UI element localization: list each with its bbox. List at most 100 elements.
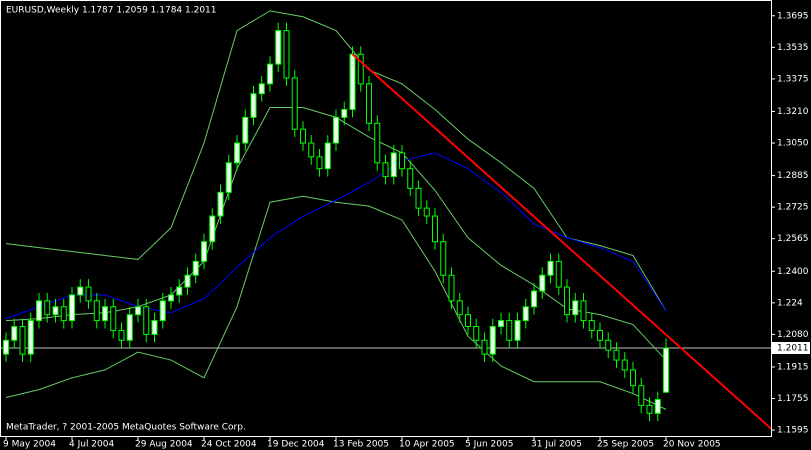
candle-body bbox=[514, 320, 521, 341]
candle-body bbox=[399, 152, 405, 170]
x-tick-label: 29 Aug 2004 bbox=[135, 440, 193, 450]
candle-body bbox=[366, 83, 372, 124]
candle-body bbox=[151, 320, 158, 335]
y-tick-label: 1.224 bbox=[777, 298, 803, 308]
x-tick-label: 25 Sep 2005 bbox=[597, 440, 654, 450]
candle-body bbox=[3, 339, 9, 355]
x-tick-label: 24 Oct 2004 bbox=[201, 440, 257, 450]
candle-body bbox=[440, 241, 447, 276]
x-tick-label: 9 May 2004 bbox=[3, 440, 56, 450]
candle-body bbox=[52, 306, 59, 316]
candle-body bbox=[539, 274, 546, 292]
candle-body bbox=[506, 320, 513, 341]
candle-body bbox=[654, 399, 661, 414]
candle-body bbox=[432, 215, 438, 243]
candle-body bbox=[225, 162, 232, 193]
current-price-box bbox=[772, 342, 810, 355]
candle-body bbox=[646, 404, 653, 414]
y-tick-label: 1.1595 bbox=[777, 426, 809, 436]
candle-body bbox=[473, 326, 480, 341]
candle-body bbox=[85, 286, 92, 302]
candle-body bbox=[192, 260, 199, 276]
candle-body bbox=[382, 162, 389, 178]
candle-body bbox=[308, 142, 315, 158]
candle-body bbox=[597, 329, 603, 341]
y-tick-label: 1.3535 bbox=[777, 43, 809, 53]
trendline bbox=[351, 53, 771, 430]
candle-body bbox=[572, 300, 579, 316]
candle-body bbox=[349, 53, 356, 110]
candle-body bbox=[143, 306, 150, 335]
candle-body bbox=[168, 294, 174, 302]
candle-body bbox=[613, 349, 620, 361]
candle-body bbox=[390, 152, 397, 178]
candle-body bbox=[242, 116, 249, 144]
x-tick-label: 31 Jul 2005 bbox=[531, 440, 582, 450]
candle-body bbox=[564, 286, 570, 316]
candle-body bbox=[316, 156, 323, 170]
y-tick-label: 1.2565 bbox=[777, 234, 809, 244]
current-price-label: 1.2011 bbox=[777, 344, 809, 354]
x-tick-label: 4 Jul 2004 bbox=[69, 440, 114, 450]
candle-body bbox=[209, 215, 216, 243]
candle-body bbox=[588, 320, 595, 331]
candle-body bbox=[333, 116, 339, 144]
candle-body bbox=[102, 306, 108, 322]
plot bbox=[1, 10, 771, 430]
candle-body bbox=[126, 314, 133, 341]
y-tick-label: 1.2885 bbox=[777, 171, 809, 181]
candle-body bbox=[423, 207, 430, 217]
plot-frame bbox=[0, 0, 772, 437]
candle-body bbox=[250, 93, 257, 118]
candle-body bbox=[456, 300, 463, 316]
candle-body bbox=[580, 300, 587, 322]
candle-body bbox=[300, 128, 306, 144]
indicator-line bbox=[5, 152, 667, 320]
candle-body bbox=[69, 294, 75, 322]
candle-body bbox=[118, 329, 125, 341]
x-tick-label: 10 Apr 2005 bbox=[399, 440, 455, 450]
candle-body bbox=[489, 326, 496, 355]
y-tick-label: 1.2080 bbox=[777, 330, 809, 340]
candle-body bbox=[36, 300, 42, 322]
candle-body bbox=[324, 142, 331, 170]
y-tick-label: 1.3050 bbox=[777, 139, 809, 149]
candle-body bbox=[638, 385, 645, 406]
candle-body bbox=[374, 122, 381, 164]
candle-body bbox=[217, 191, 224, 217]
y-tick-label: 1.3375 bbox=[777, 74, 809, 84]
y-tick-label: 1.3210 bbox=[777, 107, 809, 117]
candle-body bbox=[522, 306, 529, 322]
x-tick-label: 13 Feb 2005 bbox=[333, 440, 389, 450]
candle-body bbox=[201, 241, 207, 262]
candle-body bbox=[275, 30, 282, 65]
copyright: MetaTrader, ? 2001-2005 MetaQuotes Softw… bbox=[6, 423, 246, 433]
candle-body bbox=[407, 168, 414, 189]
y-tick-label: 1.3695 bbox=[777, 11, 809, 21]
candle-body bbox=[77, 286, 84, 296]
candle-body bbox=[44, 300, 51, 316]
candle-body bbox=[291, 77, 298, 130]
candle-body bbox=[605, 339, 612, 351]
x-tick-label: 20 Nov 2005 bbox=[663, 440, 721, 450]
candle-body bbox=[176, 286, 183, 296]
y-tick-label: 1.1755 bbox=[777, 394, 809, 404]
candle-body bbox=[110, 306, 117, 331]
candle-body bbox=[234, 142, 240, 164]
y-tick-label: 1.2725 bbox=[777, 203, 809, 213]
candle-body bbox=[184, 274, 191, 288]
candle-body bbox=[415, 187, 422, 209]
candle-body bbox=[60, 306, 67, 322]
candle-body bbox=[341, 108, 348, 118]
candle-body bbox=[448, 274, 455, 302]
candle-body bbox=[465, 314, 471, 328]
candle-body bbox=[630, 369, 636, 387]
candle-body bbox=[135, 306, 141, 316]
candle-body bbox=[11, 326, 18, 341]
chart-title: EURUSD,Weekly 1.1787 1.2059 1.1784 1.201… bbox=[6, 6, 217, 16]
x-tick-label: 19 Dec 2004 bbox=[267, 440, 325, 450]
candle-body bbox=[531, 290, 537, 308]
x-tick-label: 5 Jun 2005 bbox=[465, 440, 513, 450]
